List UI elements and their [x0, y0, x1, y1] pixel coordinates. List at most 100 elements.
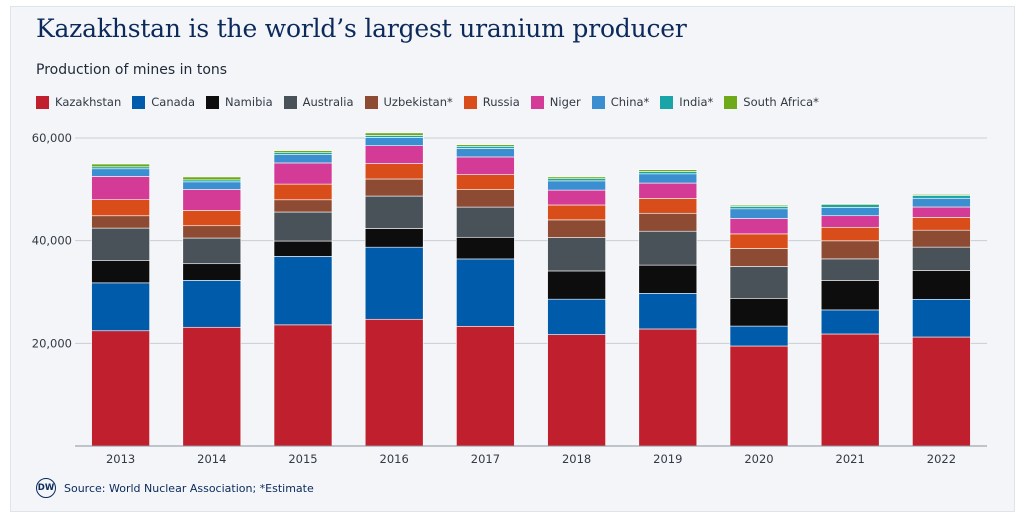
x-tick-label: 2017: [471, 452, 500, 466]
x-tick-label: 2016: [380, 452, 409, 466]
bar-segment: [638, 198, 698, 214]
bar-segment: [91, 176, 150, 200]
bar-segment: [91, 163, 150, 168]
bar-segment: [364, 163, 424, 180]
x-tick-label: 2018: [562, 452, 591, 466]
bar-segment: [364, 137, 424, 147]
bar-segment: [820, 333, 880, 447]
bar-segment: [91, 330, 150, 447]
chart-title: Kazakhstan is the world’s largest uraniu…: [36, 14, 687, 43]
legend-label: Kazakhstan: [55, 95, 122, 109]
legend-label: India*: [679, 95, 714, 109]
bar-segment: [364, 145, 424, 164]
bar-segment: [638, 212, 698, 232]
chart-footer: DW Source: World Nuclear Association; *E…: [36, 478, 314, 498]
y-tick-label: 20,000: [32, 336, 72, 350]
bar-segment: [912, 195, 971, 199]
dw-logo: DW: [36, 478, 56, 498]
legend-item: China*: [591, 95, 650, 109]
legend-swatch: [364, 95, 378, 109]
bar-segment: [364, 318, 424, 447]
bar-segment: [91, 168, 150, 177]
x-tick-label: 2014: [197, 452, 226, 466]
bar-segment: [638, 182, 698, 199]
bar-segment: [912, 246, 971, 271]
bar-segment: [729, 218, 789, 235]
bar-segment: [547, 176, 606, 180]
legend-item: Uzbekistan*: [364, 95, 453, 109]
bar-segment: [912, 229, 971, 248]
legend-label: Australia: [302, 95, 354, 109]
bar-segment: [182, 181, 242, 190]
legend-label: China*: [610, 95, 650, 109]
bar-segment: [912, 197, 971, 208]
legend-label: Niger: [549, 95, 581, 109]
bar-segment: [456, 258, 515, 327]
legend-item: Niger: [530, 95, 581, 109]
bar-segment: [273, 256, 333, 326]
bar-segment: [273, 324, 333, 447]
bar-segment: [912, 206, 971, 218]
bar-segment: [273, 154, 333, 164]
bar-segment: [547, 237, 606, 272]
bar-segment: [912, 298, 971, 338]
x-tick-label: 2022: [927, 452, 956, 466]
bar-segment: [182, 237, 242, 265]
bar-segment: [729, 248, 789, 267]
bar-segment: [91, 227, 150, 261]
bar-segment: [91, 199, 150, 217]
bar-segment: [729, 266, 789, 299]
bar-segment: [547, 219, 606, 238]
bar-segment: [182, 280, 242, 328]
bar-segment: [820, 204, 880, 208]
y-tick-label: 60,000: [32, 131, 72, 145]
legend-swatch: [206, 95, 220, 109]
bar-segment: [182, 176, 242, 181]
bar-segment: [638, 293, 698, 330]
x-tick-label: 2015: [288, 452, 317, 466]
bar-segment: [820, 203, 880, 205]
x-tick-label: 2013: [106, 452, 135, 466]
bar-segment: [456, 206, 515, 238]
legend-item: Australia: [283, 95, 354, 109]
bar-segment: [912, 194, 971, 196]
legend-item: Canada: [132, 95, 195, 109]
bar-segment: [456, 236, 515, 260]
bar-segment: [729, 208, 789, 219]
bar-segment: [547, 178, 606, 182]
legend-swatch: [36, 95, 49, 109]
x-tick-label: 2021: [836, 452, 865, 466]
legend-swatch: [724, 95, 738, 109]
bar-segment: [456, 174, 515, 190]
bar-segment: [820, 226, 880, 242]
bar-segment: [91, 282, 150, 332]
bar-segment: [912, 270, 971, 300]
bar-segment: [91, 260, 150, 284]
bar-segment: [820, 309, 880, 335]
bar-segment: [820, 215, 880, 228]
x-tick-label: 2019: [653, 452, 682, 466]
bar-segment: [456, 325, 515, 447]
bar-segment: [182, 326, 242, 447]
bar-segment: [456, 189, 515, 208]
bar-segment: [456, 156, 515, 175]
legend-label: Namibia: [225, 95, 273, 109]
bar-segment: [547, 180, 606, 191]
legend-item: South Africa*: [724, 95, 819, 109]
bar-segment: [364, 132, 424, 136]
bar-segment: [638, 230, 698, 266]
bar-segment: [547, 334, 606, 447]
bar-segment: [456, 148, 515, 158]
bar-segment: [182, 263, 242, 281]
bar-segment: [638, 171, 698, 175]
bar-segment: [91, 215, 150, 229]
bar-segment: [547, 298, 606, 335]
legend-item: Kazakhstan: [36, 95, 121, 109]
bar-segment: [364, 228, 424, 248]
bar-segment: [820, 240, 880, 260]
legend-swatch: [132, 95, 146, 109]
bar-segment: [182, 189, 242, 211]
bar-segment: [912, 217, 971, 231]
legend-label: Uzbekistan*: [383, 95, 453, 109]
